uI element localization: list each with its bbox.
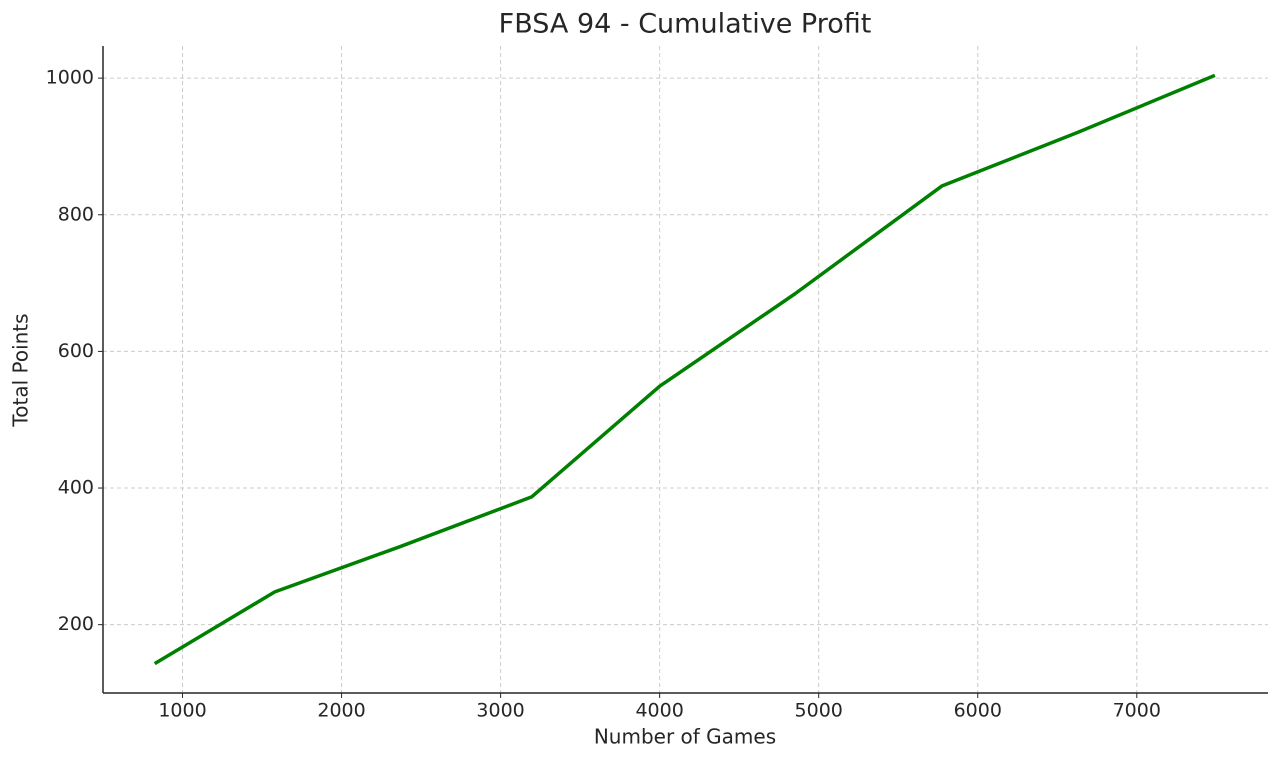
x-tick-label: 5000 xyxy=(795,700,843,722)
y-tick-label: 1000 xyxy=(46,67,94,89)
x-tick-label: 7000 xyxy=(1113,700,1161,722)
x-tick-label: 3000 xyxy=(476,700,524,722)
x-axis-label: Number of Games xyxy=(594,725,776,749)
y-tick-label: 800 xyxy=(58,203,94,225)
x-tick-label: 2000 xyxy=(317,700,365,722)
y-tick-label: 600 xyxy=(58,340,94,362)
y-tick-label: 200 xyxy=(58,613,94,635)
x-tick-label: 1000 xyxy=(158,700,206,722)
data-line xyxy=(153,73,1216,666)
x-tick-label: 6000 xyxy=(954,700,1002,722)
y-axis-label: Total Points xyxy=(9,313,33,427)
chart-title: FBSA 94 - Cumulative Profit xyxy=(499,9,872,40)
y-tick-label: 400 xyxy=(58,477,94,499)
x-tick-label: 4000 xyxy=(635,700,683,722)
